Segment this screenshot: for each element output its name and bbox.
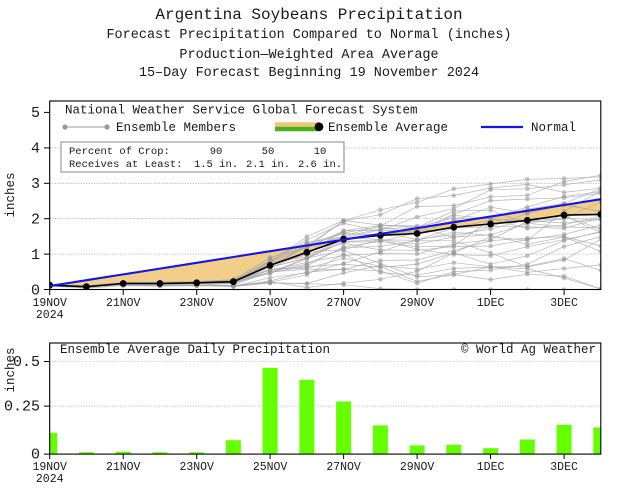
svg-text:0.25: 0.25 (4, 399, 40, 416)
svg-text:1DEC: 1DEC (477, 461, 505, 474)
svg-text:inches: inches (4, 347, 18, 392)
svg-text:23NOV: 23NOV (179, 461, 214, 474)
svg-text:25NOV: 25NOV (253, 461, 288, 474)
svg-text:2024: 2024 (36, 473, 64, 486)
svg-text:Ensemble Average Daily Precipi: Ensemble Average Daily Precipitation (60, 343, 330, 357)
svg-text:3DEC: 3DEC (550, 461, 578, 474)
svg-text:© World Ag Weather: © World Ag Weather (461, 343, 596, 357)
svg-text:21NOV: 21NOV (106, 461, 141, 474)
svg-text:27NOV: 27NOV (326, 461, 361, 474)
svg-text:29NOV: 29NOV (400, 461, 435, 474)
